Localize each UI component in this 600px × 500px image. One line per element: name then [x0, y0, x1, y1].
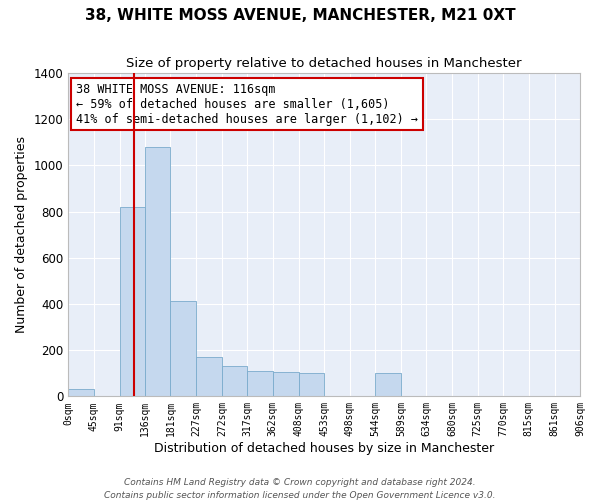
X-axis label: Distribution of detached houses by size in Manchester: Distribution of detached houses by size … [154, 442, 494, 455]
Y-axis label: Number of detached properties: Number of detached properties [15, 136, 28, 333]
Bar [247, 371, 272, 396]
Bar [68, 390, 94, 396]
Text: 38, WHITE MOSS AVENUE, MANCHESTER, M21 0XT: 38, WHITE MOSS AVENUE, MANCHESTER, M21 0… [85, 8, 515, 22]
Text: Contains HM Land Registry data © Crown copyright and database right 2024.
Contai: Contains HM Land Registry data © Crown c… [104, 478, 496, 500]
Bar [196, 357, 222, 397]
Bar [170, 300, 196, 396]
Bar [119, 207, 145, 396]
Title: Size of property relative to detached houses in Manchester: Size of property relative to detached ho… [127, 58, 522, 70]
Bar [376, 373, 401, 396]
Bar [145, 147, 170, 396]
Bar [272, 372, 299, 396]
Bar [222, 366, 247, 396]
Text: 38 WHITE MOSS AVENUE: 116sqm
← 59% of detached houses are smaller (1,605)
41% of: 38 WHITE MOSS AVENUE: 116sqm ← 59% of de… [76, 83, 418, 126]
Bar [299, 373, 324, 396]
